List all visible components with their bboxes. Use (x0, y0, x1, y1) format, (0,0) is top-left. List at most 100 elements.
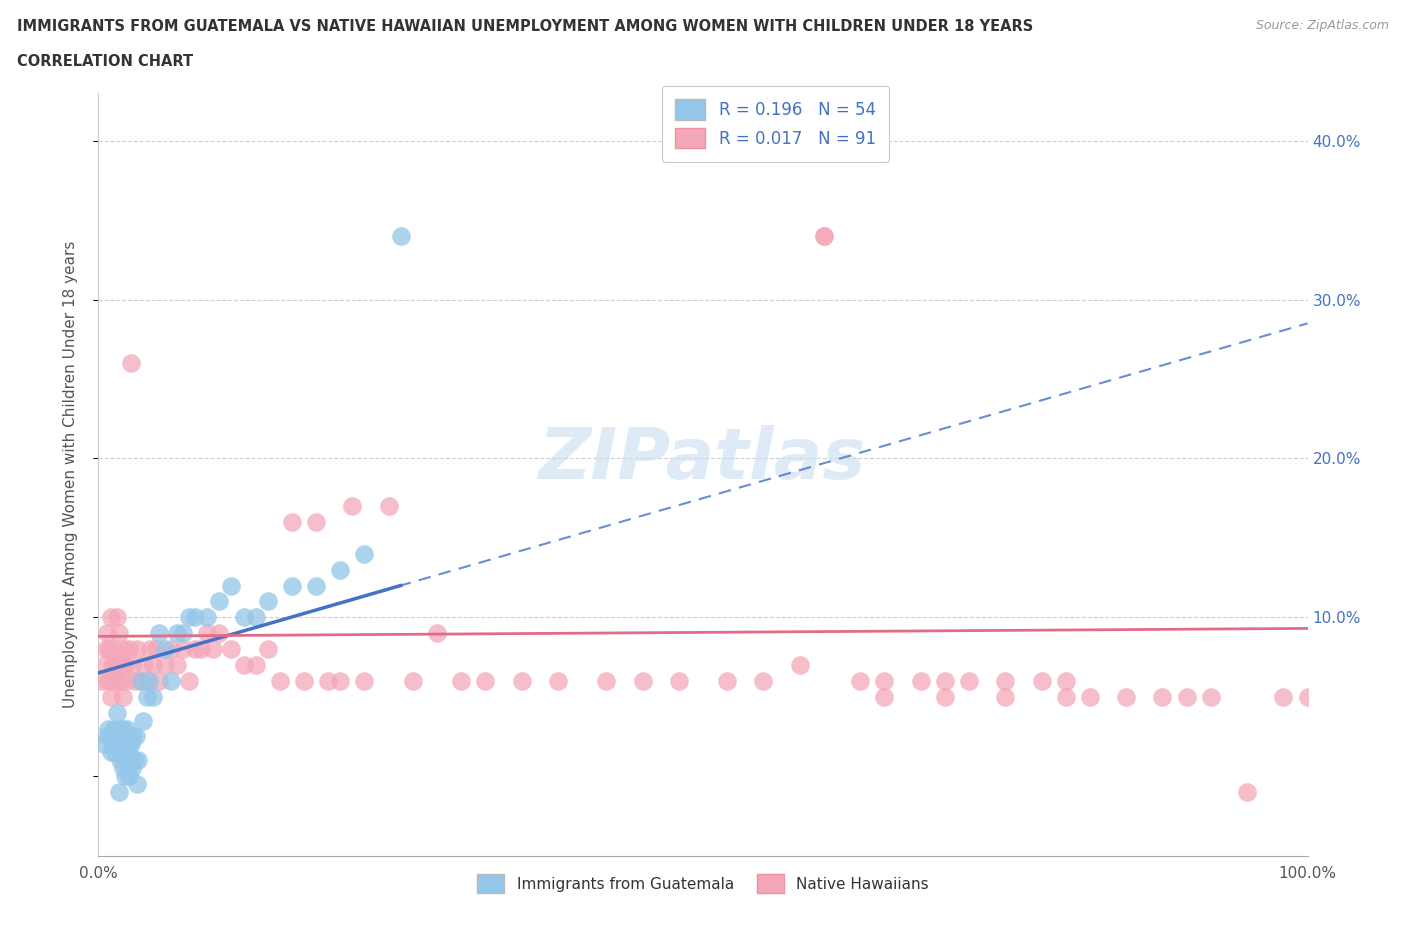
Point (377, 498, 399, 513)
Point (107, 658, 129, 672)
Point (172, 626, 194, 641)
Point (142, 689, 165, 704)
Point (813, 229, 835, 244)
Point (104, 658, 127, 672)
Point (595, 673, 617, 688)
Point (789, 658, 811, 672)
Point (108, 673, 131, 688)
Point (129, 673, 152, 688)
Point (132, 713, 155, 728)
Point (474, 673, 496, 688)
Point (105, 737, 128, 751)
Point (115, 673, 138, 688)
Point (269, 673, 291, 688)
Point (353, 673, 375, 688)
Point (111, 689, 134, 704)
Point (122, 729, 145, 744)
Legend: Immigrants from Guatemala, Native Hawaiians: Immigrants from Guatemala, Native Hawaii… (464, 862, 942, 905)
Point (117, 721, 139, 736)
Point (124, 753, 146, 768)
Point (93, 658, 115, 672)
Point (114, 658, 136, 672)
Point (148, 673, 170, 688)
Point (450, 673, 472, 688)
Point (402, 673, 425, 688)
Point (97, 673, 120, 688)
Point (281, 578, 304, 593)
Point (97, 721, 120, 736)
Point (1078, 689, 1101, 704)
Point (1199, 689, 1222, 704)
Point (120, 737, 142, 751)
Point (101, 673, 124, 688)
Point (873, 689, 896, 704)
Point (281, 514, 304, 529)
Point (221, 578, 243, 593)
Point (184, 642, 207, 657)
Point (105, 705, 128, 720)
Point (98, 642, 121, 657)
Point (135, 689, 157, 704)
Point (96, 729, 118, 744)
Point (813, 229, 835, 244)
Point (305, 578, 328, 593)
Point (142, 658, 165, 672)
Point (668, 673, 690, 688)
Point (316, 673, 339, 688)
Point (510, 673, 533, 688)
Point (426, 626, 449, 641)
Point (160, 642, 183, 657)
Point (547, 673, 569, 688)
Point (179, 610, 201, 625)
Point (994, 673, 1017, 688)
Point (139, 642, 162, 657)
Point (166, 658, 188, 672)
Point (1272, 689, 1295, 704)
Point (110, 658, 132, 672)
Text: CORRELATION CHART: CORRELATION CHART (17, 54, 193, 69)
Point (994, 689, 1017, 704)
Point (752, 673, 775, 688)
Point (100, 729, 122, 744)
Point (153, 642, 176, 657)
Point (873, 673, 896, 688)
Point (114, 769, 136, 784)
Point (1115, 689, 1137, 704)
Point (342, 498, 364, 513)
Point (121, 658, 143, 672)
Point (1296, 689, 1319, 704)
Point (208, 626, 231, 641)
Point (305, 514, 328, 529)
Point (1236, 785, 1258, 800)
Point (631, 673, 654, 688)
Point (202, 642, 225, 657)
Point (179, 673, 201, 688)
Y-axis label: Unemployment Among Women with Children Under 18 years: Unemployment Among Women with Children U… (63, 241, 77, 708)
Point (118, 769, 141, 784)
Point (1054, 689, 1077, 704)
Point (256, 594, 278, 609)
Point (148, 626, 170, 641)
Point (849, 673, 872, 688)
Point (245, 610, 267, 625)
Point (145, 642, 167, 657)
Point (108, 626, 131, 641)
Point (1175, 689, 1198, 704)
Text: Source: ZipAtlas.com: Source: ZipAtlas.com (1256, 19, 1389, 32)
Point (232, 658, 254, 672)
Point (190, 642, 212, 657)
Point (1152, 689, 1174, 704)
Point (910, 673, 932, 688)
Point (389, 229, 412, 244)
Point (96, 626, 118, 641)
Point (105, 673, 128, 688)
Point (172, 642, 194, 657)
Point (107, 729, 129, 744)
Point (129, 673, 152, 688)
Point (329, 562, 352, 577)
Point (108, 785, 131, 800)
Point (208, 594, 231, 609)
Point (245, 658, 267, 672)
Point (115, 745, 138, 760)
Point (353, 546, 375, 561)
